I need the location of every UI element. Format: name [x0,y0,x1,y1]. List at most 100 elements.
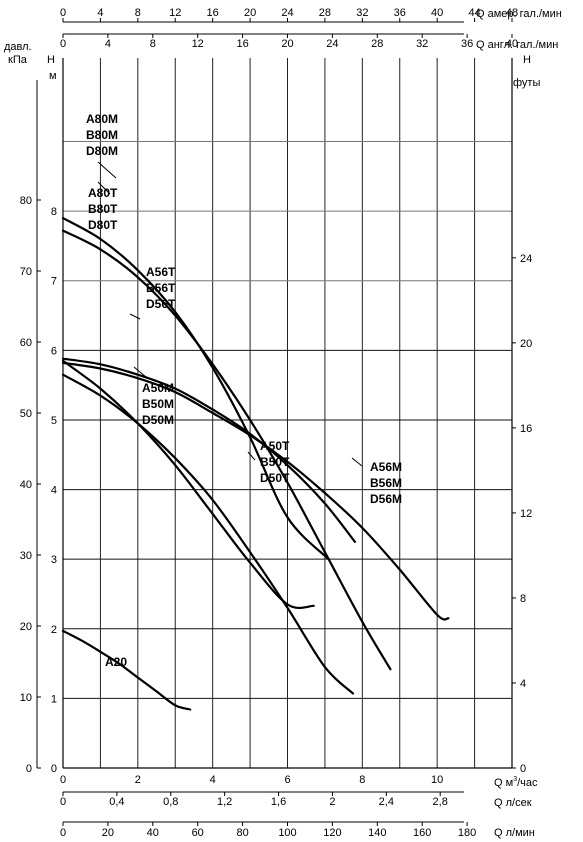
axis-m3h-tick-label: 2 [135,774,141,786]
axis-us-gal-tick-label: 40 [431,7,443,19]
axis-label-q-lmin: Q л/мин [494,827,535,839]
axis-lsec-tick-label: 0 [60,796,66,808]
curve-label-1-line-0: A80T [88,186,118,200]
axis-lsec-tick-label: 0,8 [163,796,178,808]
axis-label-top-uk-gal: Q англ. гал./мин [476,39,558,51]
curve-label-3-line-2: D56M [370,492,402,506]
series-curve-6 [61,629,192,711]
curve-label-0-line-1: B80M [86,128,118,142]
axis-uk-gal-tick-label: 36 [461,38,473,50]
axis-kpa-tick-label: 70 [20,266,32,278]
axis-label-head-ft-2: футы [513,77,540,89]
axis-label-pressure-1: давл. [4,41,32,53]
series-curve-3 [61,361,450,621]
series-curve-0 [61,217,330,561]
axis-lmin-tick-label: 80 [236,827,248,839]
axis-uk-gal-tick-label: 24 [326,38,338,50]
axis-m-tick-label: 0 [51,763,57,775]
axis-us-gal-tick-label: 8 [135,7,141,19]
series-curve-5 [61,373,355,695]
axis-label-head-m-1: H [47,54,55,66]
axis-ft-tick-label: 24 [520,253,532,265]
axis-m-tick-label: 5 [51,415,57,427]
axis-uk-gal-tick-label: 4 [105,38,111,50]
axis-label-q-m3h: Q м3/час [494,776,538,789]
curve-leader-0 [97,161,117,179]
curve-leader-3 [351,457,363,467]
axis-ft-tick-label: 0 [520,763,526,775]
axis-us-gal-tick-label: 44 [468,7,480,19]
axis-label-head-m-2: м [49,70,57,82]
axis-lsec-tick-label: 2 [329,796,335,808]
axis-uk-gal-tick-label: 0 [60,38,66,50]
axis-lmin-tick-label: 0 [60,827,66,839]
axis-lmin-tick-label: 160 [413,827,431,839]
axis-kpa-tick-label: 20 [20,621,32,633]
axis-lmin-tick-label: 120 [323,827,341,839]
axis-lmin-tick-label: 180 [458,827,476,839]
axis-label-q-lsec: Q л/сек [494,797,532,809]
curve-label-group: A80M B80M D80M A80T B80T D80T A56T B56T D56T A56M… [86,112,402,669]
curve-label-2-line-2: D56T [146,297,176,311]
axis-m-tick-label: 2 [51,624,57,636]
axis-m-tick-label: 1 [51,693,57,705]
axis-uk-gal-tick-label: 8 [150,38,156,50]
axis-us-gal-tick-label: 12 [169,7,181,19]
axis-m3h-tick-label: 10 [431,774,443,786]
axis-label-head-ft-1: H [523,54,531,66]
curve-label-1-line-1: B80T [88,202,118,216]
curve-label-4-line-0: A50M [142,381,174,395]
axis-us-gal-tick-label: 16 [207,7,219,19]
curve-leader-4 [133,366,147,378]
curve-leader-5 [247,451,256,461]
axis-label-top-us-gal: Q амер. гал./мин [476,8,562,20]
curve-label-0-line-2: D80M [86,144,118,158]
axis-lmin-tick-label: 40 [147,827,159,839]
axis-lmin-tick-label: 60 [192,827,204,839]
curve-label-2-line-0: A56T [146,265,176,279]
axis-ft-tick-label: 12 [520,508,532,520]
curve-label-2-line-1: B56T [146,281,176,295]
curve-label-5-line-0: A50T [260,439,290,453]
curve-group [61,217,450,711]
axis-ft-tick-label: 4 [520,678,526,690]
axis-us-gal-tick-label: 28 [319,7,331,19]
axis-kpa-tick-label: 50 [20,408,32,420]
axis-lsec-tick-label: 1,6 [271,796,286,808]
axis-kpa-tick-label: 40 [20,479,32,491]
curve-label-3-line-0: A56M [370,460,402,474]
axis-kpa-tick-label: 30 [20,550,32,562]
axis-m3h-tick-label: 6 [284,774,290,786]
axis-m-tick-label: 8 [51,206,57,218]
axis-ft-tick-label: 16 [520,423,532,435]
axis-uk-gal-tick-label: 32 [416,38,428,50]
series-curve-1 [61,229,392,671]
axis-us-gal-tick-label: 4 [97,7,103,19]
axis-lsec-tick-label: 2,8 [433,796,448,808]
axis-us-gal-tick-label: 48 [506,7,518,19]
leader-group [97,161,363,467]
series-curve-2 [61,357,356,543]
axis-lmin-tick-label: 100 [278,827,296,839]
axis-m-tick-label: 3 [51,554,57,566]
axis-us-gal-tick-label: 0 [60,7,66,19]
axis-kpa-tick-label: 60 [20,337,32,349]
axis-uk-gal-tick-label: 16 [236,38,248,50]
axis-uk-gal-tick-label: 20 [281,38,293,50]
axis-lmin-tick-label: 20 [102,827,114,839]
axis-m-tick-label: 6 [51,345,57,357]
curve-leader-1 [97,181,111,195]
axis-m3h-tick-label: 0 [60,774,66,786]
axes-group: 0 4 8 12 16 20 24 28 32 36 40 44 480 4 8 12 16 20 24 28 32 36… [20,7,533,839]
axis-lmin-tick-label: 140 [368,827,386,839]
axis-m3h-tick-label: 8 [359,774,365,786]
grid-lines [63,58,512,768]
axis-ft-tick-label: 20 [520,338,532,350]
curve-leader-2 [129,313,141,320]
axis-ft-tick-label: 8 [520,593,526,605]
axis-m-tick-label: 7 [51,276,57,288]
curve-label-6-line-0: A20 [105,655,127,669]
axis-uk-gal-tick-label: 40 [506,38,518,50]
axis-kpa-tick-label: 0 [26,763,32,775]
